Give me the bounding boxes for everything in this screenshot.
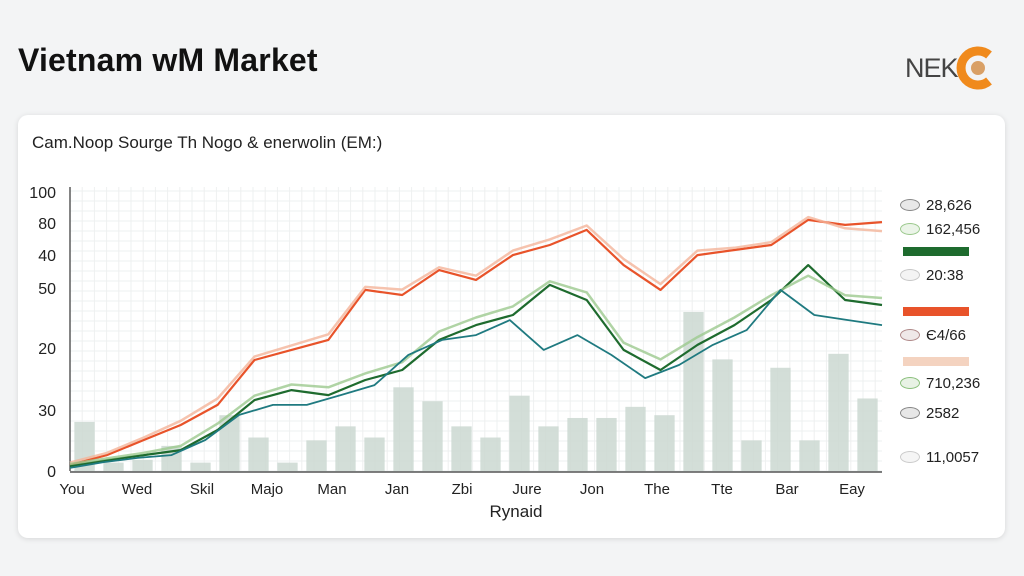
x-tick-label: Skil bbox=[190, 481, 214, 498]
x-tick-label: Eay bbox=[839, 481, 865, 498]
legend-marker-icon bbox=[900, 199, 920, 211]
bar bbox=[306, 440, 327, 471]
legend-swatch bbox=[903, 306, 969, 316]
legend-marker-icon bbox=[900, 377, 920, 389]
legend-item bbox=[900, 350, 969, 372]
x-tick-label: Majo bbox=[251, 481, 284, 498]
x-tick-label: Jan bbox=[385, 481, 409, 498]
legend-label: Є4/66 bbox=[926, 326, 966, 344]
legend-label: 162,456 bbox=[926, 220, 981, 238]
legend-item: 710,236 bbox=[900, 372, 980, 394]
logo-text: NEK bbox=[905, 53, 959, 83]
x-tick-label: Wed bbox=[122, 481, 153, 498]
series-line bbox=[69, 288, 883, 469]
x-tick-label: Jon bbox=[580, 481, 604, 498]
legend-label: 11,0057 bbox=[926, 448, 980, 466]
bar bbox=[248, 437, 269, 471]
y-tick-label: 50 bbox=[38, 281, 56, 298]
series-line bbox=[69, 218, 883, 466]
logo-c-icon bbox=[956, 46, 992, 90]
bar bbox=[799, 440, 820, 471]
series-line bbox=[69, 215, 883, 464]
legend-item: 2582 bbox=[900, 402, 959, 424]
bar bbox=[132, 459, 153, 471]
logo: NEK bbox=[905, 45, 1005, 90]
legend-label: 710,236 bbox=[926, 374, 981, 392]
y-tick-label: 20 bbox=[38, 341, 56, 358]
bar bbox=[596, 417, 617, 471]
bar bbox=[451, 426, 472, 471]
x-axis-title: Rynaid bbox=[489, 502, 543, 521]
legend-item: 162,456 bbox=[900, 218, 980, 240]
y-tick-label: 40 bbox=[38, 248, 56, 265]
legend-marker-icon bbox=[900, 329, 920, 341]
legend-swatch bbox=[903, 356, 969, 366]
bar bbox=[654, 415, 675, 471]
bar bbox=[103, 462, 124, 471]
bar bbox=[335, 426, 356, 471]
x-tick-label: Tte bbox=[711, 481, 733, 498]
legend-item: Є4/66 bbox=[900, 324, 966, 346]
x-tick-label: The bbox=[644, 481, 670, 498]
bar bbox=[277, 462, 298, 471]
legend-marker-icon bbox=[900, 269, 920, 281]
bar bbox=[480, 437, 501, 471]
bar bbox=[538, 426, 559, 471]
bar bbox=[828, 353, 849, 471]
legend-label: 20:38 bbox=[926, 266, 964, 284]
legend-label: 2582 bbox=[926, 404, 960, 422]
legend-label: 28,626 bbox=[926, 196, 972, 214]
legend-item: 20:38 bbox=[900, 264, 964, 286]
legend-marker-icon bbox=[900, 407, 920, 419]
bar bbox=[219, 415, 240, 471]
bar bbox=[393, 387, 414, 471]
page-title: Vietnam wM Market bbox=[18, 42, 318, 78]
x-tick-label: Man bbox=[317, 481, 346, 498]
legend-marker-icon bbox=[900, 451, 920, 463]
bar bbox=[509, 395, 530, 471]
bar bbox=[857, 398, 878, 471]
chart-title: Cam.Noop Sourge Th Nogo & enerwolin (EM:… bbox=[32, 133, 383, 152]
bar bbox=[741, 440, 762, 471]
x-tick-label: Bar bbox=[775, 481, 798, 498]
y-tick-label: 100 bbox=[29, 185, 56, 202]
y-tick-label: 30 bbox=[38, 403, 56, 420]
legend-swatch bbox=[903, 246, 969, 256]
bar bbox=[190, 462, 211, 471]
legend-marker-icon bbox=[900, 223, 920, 235]
series-line bbox=[69, 264, 883, 468]
bar bbox=[364, 437, 385, 471]
bar bbox=[422, 401, 443, 471]
series-line bbox=[69, 274, 883, 466]
bar bbox=[712, 359, 733, 471]
bar bbox=[625, 406, 646, 471]
legend-item: 28,626 bbox=[900, 194, 972, 216]
x-tick-label: Jure bbox=[512, 481, 541, 498]
legend-item bbox=[900, 300, 969, 322]
legend-item: 11,0057 bbox=[900, 446, 979, 468]
x-tick-label: You bbox=[59, 481, 84, 498]
bar bbox=[770, 367, 791, 471]
bar bbox=[567, 417, 588, 471]
legend-item bbox=[900, 240, 969, 262]
y-tick-label: 0 bbox=[47, 464, 56, 481]
y-tick-label: 80 bbox=[38, 216, 56, 233]
x-tick-label: Zbi bbox=[452, 481, 473, 498]
